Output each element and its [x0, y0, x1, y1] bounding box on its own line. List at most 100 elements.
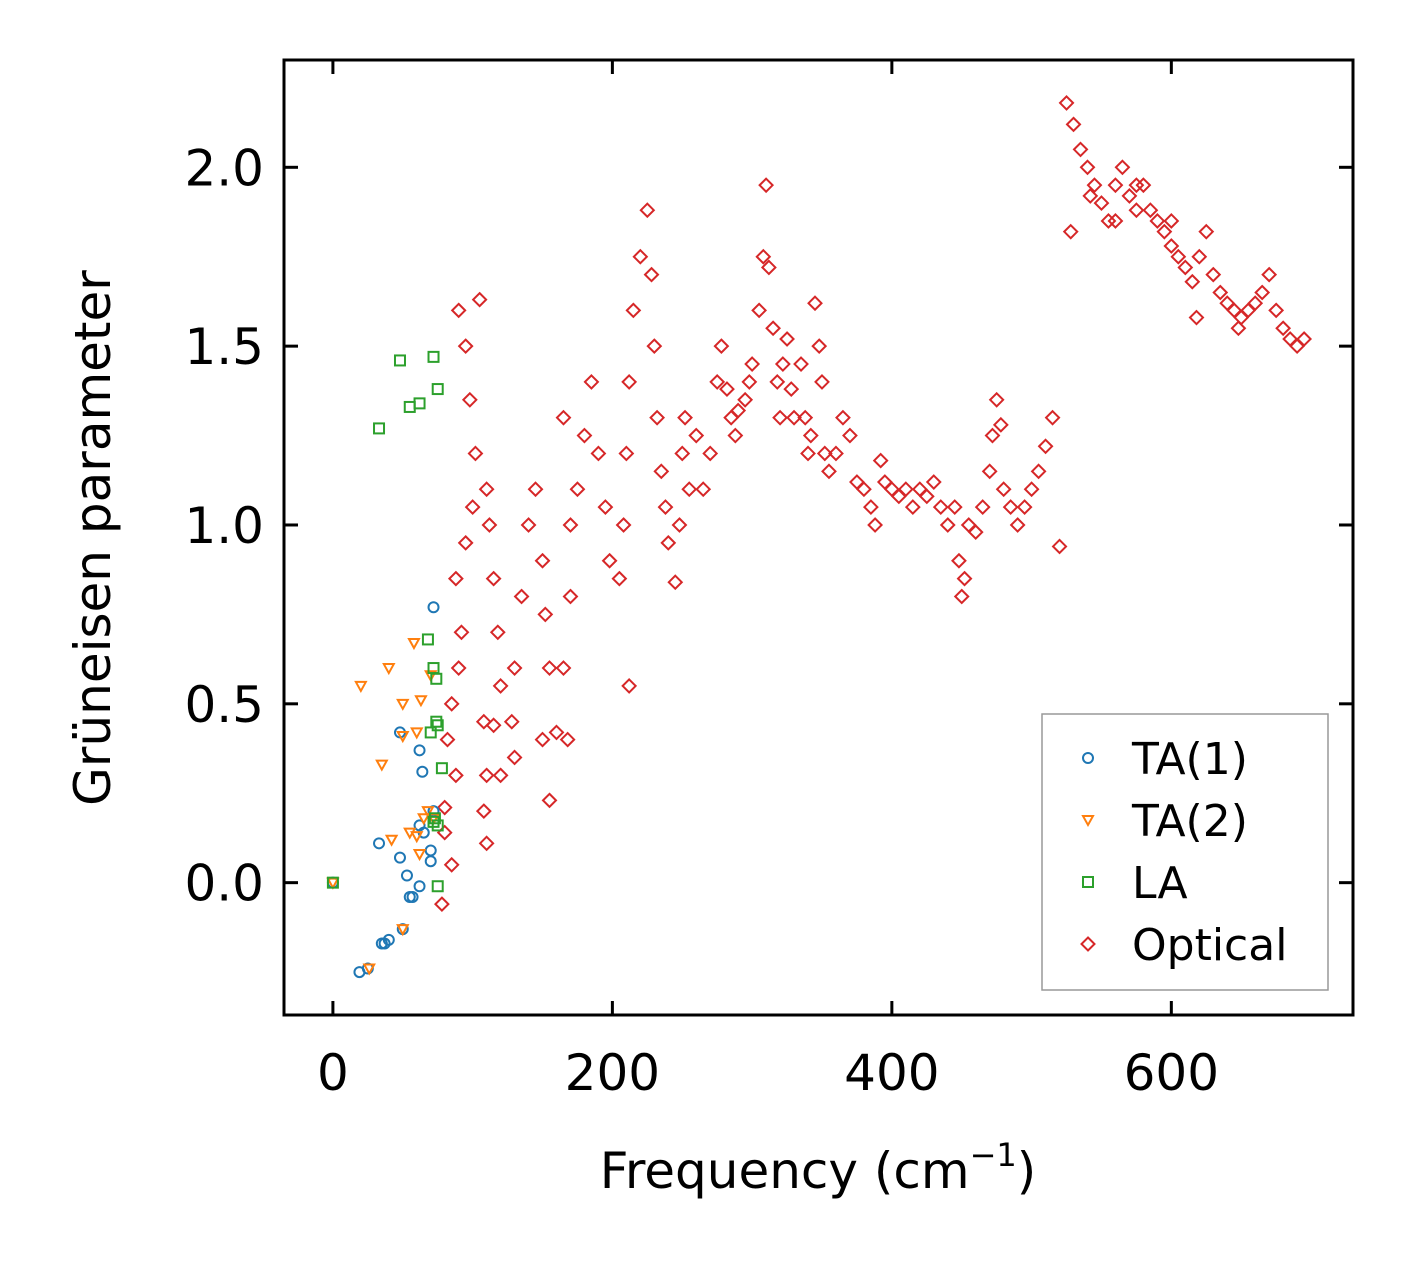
data-point	[407, 638, 421, 651]
data-point	[417, 813, 431, 826]
data-point	[1062, 223, 1079, 240]
data-point	[660, 534, 677, 551]
data-point	[1072, 141, 1089, 158]
data-point	[800, 445, 816, 462]
data-point	[932, 499, 949, 516]
y-tick-label: 0.5	[184, 676, 264, 734]
data-point	[457, 338, 474, 355]
data-point	[475, 803, 492, 820]
data-point	[643, 266, 660, 283]
data-point	[1191, 248, 1208, 265]
data-point	[872, 452, 889, 469]
data-point	[1205, 266, 1222, 283]
data-point	[621, 678, 638, 694]
data-point	[667, 574, 684, 591]
data-point	[590, 445, 607, 462]
data-point	[453, 624, 470, 641]
data-point	[475, 713, 492, 730]
data-point	[671, 517, 688, 533]
data-point	[974, 499, 991, 516]
legend-marker	[1081, 815, 1095, 828]
data-point	[657, 499, 674, 516]
data-point	[1230, 320, 1247, 337]
data-point	[821, 463, 837, 480]
data-point	[918, 488, 935, 505]
data-point	[946, 499, 963, 516]
data-point	[1107, 213, 1124, 229]
data-point	[478, 835, 495, 852]
data-point	[639, 202, 656, 219]
data-point	[431, 383, 444, 396]
data-point	[1107, 177, 1124, 194]
data-point	[1030, 463, 1047, 480]
data-point	[649, 409, 666, 426]
data-point	[995, 481, 1012, 498]
data-point	[428, 812, 441, 825]
data-point	[1121, 188, 1138, 204]
data-point	[709, 373, 726, 390]
data-point	[413, 744, 426, 757]
data-point	[618, 445, 635, 462]
y-axis-title: Grüneisen parameter	[64, 270, 122, 806]
legend-label: LA	[1132, 858, 1188, 909]
data-point	[503, 713, 520, 730]
data-point	[373, 422, 386, 435]
data-point	[1163, 213, 1180, 229]
data-point	[555, 409, 572, 426]
data-point	[653, 463, 670, 480]
y-tick-label: 0.0	[184, 855, 264, 913]
data-point	[867, 517, 884, 533]
data-point	[1254, 284, 1271, 301]
data-point	[1002, 499, 1019, 516]
data-point	[597, 499, 614, 516]
data-point	[541, 660, 558, 676]
data-point	[1044, 409, 1061, 426]
data-point	[769, 373, 786, 390]
data-point	[904, 499, 921, 516]
data-point	[772, 409, 788, 426]
legend-marker	[1082, 752, 1094, 764]
legend-marker	[1082, 876, 1094, 888]
x-axis-title-suffix: )	[1017, 1142, 1037, 1200]
data-point	[621, 373, 638, 390]
data-point	[828, 445, 844, 462]
data-point	[802, 427, 819, 444]
data-point	[433, 896, 450, 913]
data-point	[431, 719, 444, 732]
data-point	[1135, 177, 1152, 194]
data-point	[1093, 195, 1110, 211]
data-point	[1058, 95, 1075, 111]
data-point	[485, 570, 502, 587]
data-point	[1170, 248, 1187, 265]
data-point	[421, 633, 434, 646]
data-point	[702, 445, 719, 462]
data-point	[396, 924, 410, 937]
data-point	[375, 759, 389, 772]
series-ta-1-	[326, 601, 440, 979]
data-point	[1037, 438, 1054, 455]
data-point	[816, 445, 833, 462]
data-point	[534, 731, 551, 748]
data-point	[447, 767, 464, 784]
data-point	[541, 792, 558, 809]
data-point	[492, 678, 509, 694]
data-point	[562, 517, 579, 533]
data-point	[559, 731, 576, 748]
data-point	[1009, 517, 1026, 533]
data-point	[555, 660, 572, 676]
data-point	[393, 851, 406, 864]
x-axis-title: Frequency (cm−1)	[600, 1136, 1037, 1200]
data-point	[951, 552, 967, 569]
data-point	[751, 302, 768, 319]
data-point	[760, 259, 777, 276]
legend-label: TA(2)	[1131, 796, 1248, 847]
data-point	[471, 291, 488, 308]
data-point	[1149, 213, 1166, 229]
data-point	[406, 890, 419, 903]
data-point	[1100, 213, 1117, 229]
data-point	[1247, 295, 1264, 312]
data-point	[1296, 331, 1313, 347]
series-la	[326, 350, 448, 893]
data-point	[478, 767, 495, 784]
data-point	[382, 933, 395, 946]
